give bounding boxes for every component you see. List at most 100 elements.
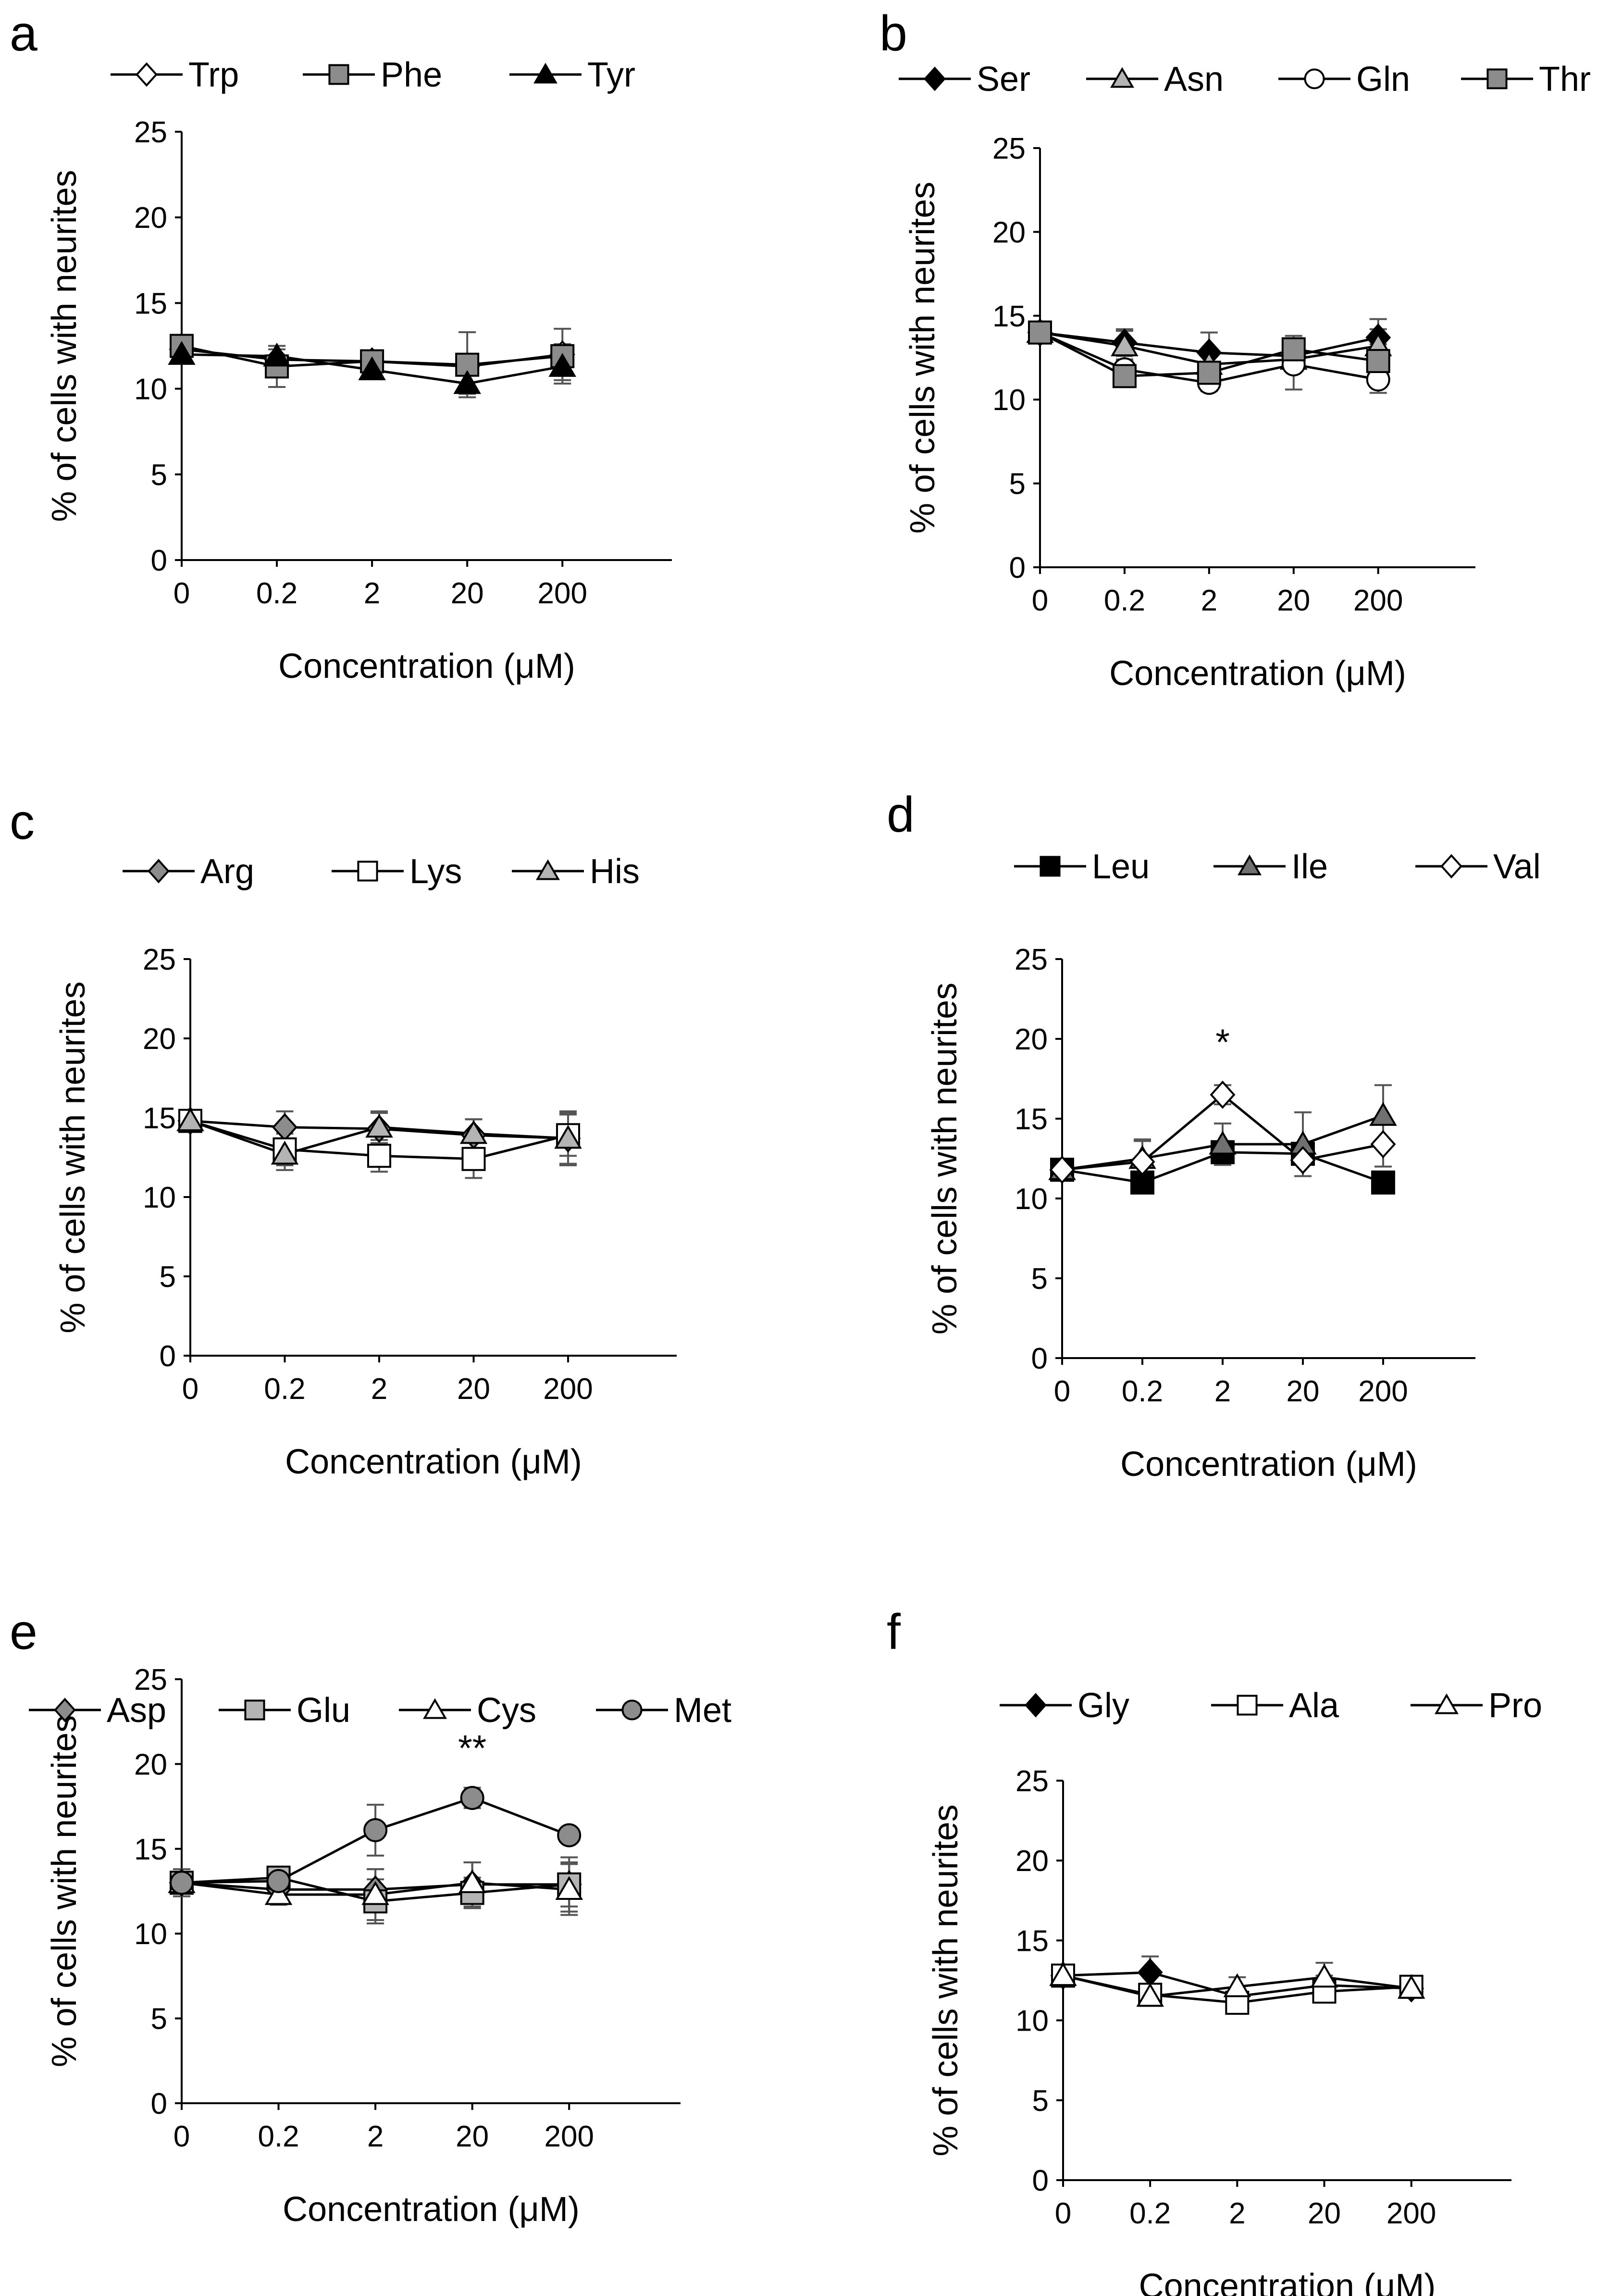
legend-item-val: Val	[1415, 848, 1541, 886]
chart-panel-f: f Gly Ala Pro 0 5 10 15 20 25 0 0.2 2 20 200 Concentrat…	[887, 1604, 1542, 2296]
legend-label: Lys	[409, 852, 462, 891]
data-point	[363, 1818, 388, 1842]
legend: Leu Ile Val	[1014, 848, 1541, 886]
legend-item-met: Met	[596, 1691, 731, 1730]
y-tick-label: 5	[1009, 468, 1026, 501]
data-point	[1137, 1958, 1163, 1987]
data-point	[557, 1823, 582, 1847]
significance-marker: **	[458, 1728, 486, 1769]
legend-item-gln: Gln	[1278, 60, 1410, 99]
markers-tyr	[168, 341, 577, 394]
x-tick-label: 200	[1353, 584, 1403, 617]
x-tick-label: 20	[457, 1373, 490, 1406]
data-point	[1049, 1962, 1077, 1986]
chart-panel-e: e Asp Glu Cys Met 0 5 10 15 20 25 0 0.2 2 20 200 Concent…	[10, 1604, 731, 2229]
y-tick-label: 5	[160, 1260, 176, 1294]
data-point	[461, 1147, 486, 1171]
legend-marker-square-icon	[244, 1699, 265, 1721]
legend-marker-square-icon	[1040, 856, 1061, 877]
panel-label: f	[887, 1604, 901, 1660]
legend-item-asp: Asp	[29, 1691, 166, 1730]
legend-label: Tyr	[587, 56, 635, 94]
legend-item-arg: Arg	[123, 852, 254, 891]
legend-label: Pro	[1488, 1686, 1542, 1725]
x-tick-label: 2	[1229, 2197, 1245, 2230]
x-tick-label: 200	[1358, 1375, 1408, 1408]
y-tick-label: 15	[134, 1833, 167, 1866]
y-tick-label: 0	[160, 1340, 176, 1373]
legend-label: Ala	[1289, 1686, 1339, 1725]
data-point	[170, 1871, 194, 1895]
x-tick-label: 0	[1054, 1375, 1070, 1408]
x-tick-label: 0	[182, 1373, 198, 1406]
x-tick-label: 2	[1201, 584, 1217, 617]
x-tick-label: 2	[367, 2120, 384, 2153]
legend-marker-diamond-icon	[1440, 854, 1462, 879]
y-tick-label: 20	[1015, 1845, 1049, 1878]
legend-marker-triangle-icon	[1238, 854, 1262, 875]
y-tick-label: 25	[134, 1663, 167, 1697]
legend: Trp Phe Tyr	[111, 56, 635, 94]
legend-label: Asn	[1164, 60, 1224, 99]
panel-label: a	[10, 6, 37, 62]
legend-label: Cys	[477, 1691, 536, 1730]
x-tick-label: 0.2	[1129, 2197, 1171, 2230]
data-point	[1371, 1170, 1395, 1195]
legend-item-ile: Ile	[1213, 848, 1328, 886]
y-tick-label: 0	[151, 2087, 167, 2121]
legend-item-glu: Glu	[219, 1691, 350, 1730]
legend-marker-circle-icon	[621, 1699, 643, 1721]
legend-marker-square-icon	[357, 861, 378, 882]
legend-item-pro: Pro	[1411, 1686, 1542, 1725]
y-axis-title: % of cells with neurites	[926, 983, 964, 1335]
legend-item-thr: Thr	[1461, 60, 1591, 99]
y-tick-label: 5	[151, 459, 167, 492]
y-tick-label: 10	[143, 1181, 176, 1214]
y-tick-label: 25	[143, 943, 176, 976]
y-tick-label: 25	[134, 116, 167, 149]
data-point	[453, 370, 481, 394]
x-tick-label: 2	[1214, 1375, 1231, 1408]
data-point	[1111, 332, 1139, 357]
data-point	[1028, 320, 1052, 345]
y-tick-label: 10	[992, 384, 1026, 417]
y-axis-title: % of cells with neurites	[904, 182, 942, 534]
x-tick-label: 0.2	[1104, 584, 1145, 617]
data-point	[1397, 1974, 1425, 1999]
data-point	[1290, 1146, 1316, 1174]
y-tick-label: 20	[992, 216, 1026, 249]
legend-item-ala: Ala	[1211, 1686, 1339, 1725]
x-tick-label: 0.2	[256, 577, 297, 610]
x-tick-label: 200	[1387, 2197, 1436, 2230]
y-axis-title: % of cells with neurites	[45, 1715, 84, 2067]
x-tick-label: 0	[173, 2120, 190, 2153]
legend-label: Leu	[1092, 848, 1150, 886]
legend-marker-diamond-icon	[54, 1697, 76, 1722]
data-point	[1310, 1963, 1338, 1988]
y-tick-label: 10	[1015, 1183, 1048, 1216]
x-tick-label: 200	[543, 1373, 593, 1406]
data-point	[176, 1107, 204, 1132]
x-axis-title: Concentration (μM)	[1120, 1445, 1417, 1484]
data-point	[264, 1881, 293, 1905]
legend-label: Gln	[1356, 60, 1410, 99]
data-point	[1049, 1155, 1075, 1184]
legend-label: Trp	[188, 56, 239, 94]
legend-marker-square-icon	[328, 64, 349, 85]
data-point	[1112, 364, 1137, 388]
data-point	[1223, 1973, 1251, 1997]
x-tick-label: 0.2	[1122, 1375, 1163, 1408]
x-axis-title: Concentration (μM)	[283, 2190, 580, 2229]
y-tick-label: 15	[992, 300, 1026, 333]
legend-label: Ser	[977, 60, 1030, 99]
data-point	[1210, 1080, 1236, 1109]
axes: 0 5 10 15 20 25 0 0.2 2 20 200	[1015, 943, 1475, 1408]
data-point	[1209, 1130, 1237, 1155]
legend-marker-triangle-icon	[536, 859, 560, 880]
legend-label: Gly	[1077, 1686, 1129, 1725]
data-point	[458, 1869, 486, 1893]
x-tick-label: 20	[1308, 2197, 1341, 2230]
axes: 0 5 10 15 20 25 0 0.2 2 20 200	[992, 132, 1475, 617]
markers-val	[1049, 1080, 1396, 1184]
data-point	[459, 1120, 488, 1144]
